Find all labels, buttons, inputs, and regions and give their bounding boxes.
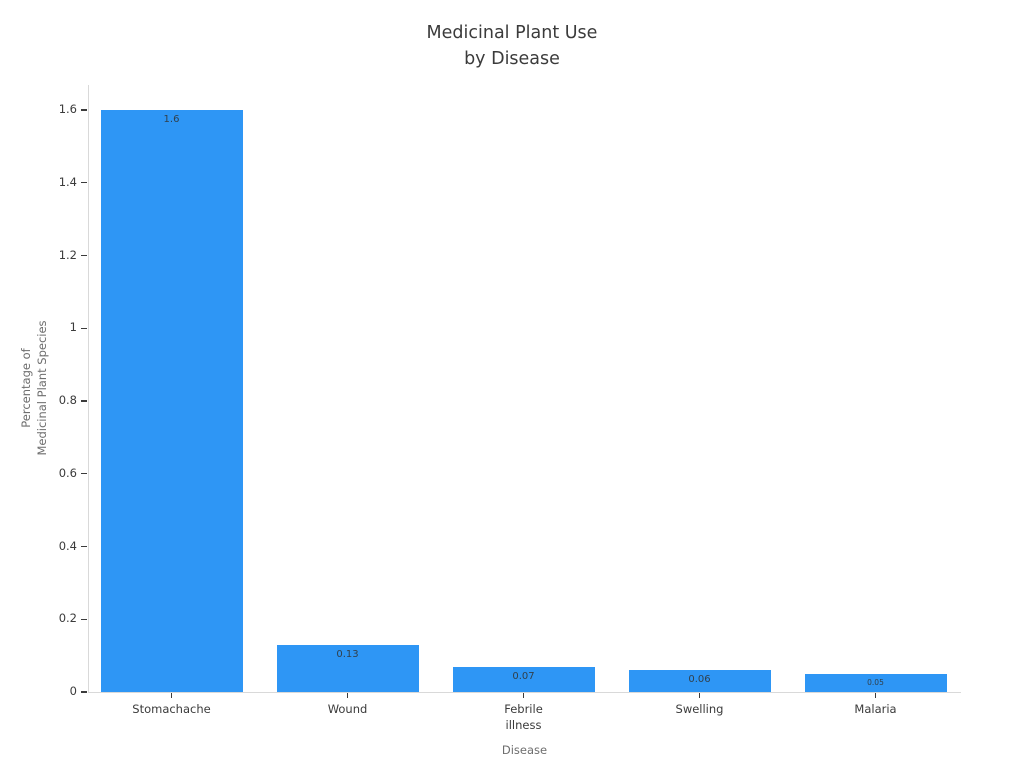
- bar-value-label: 0.13: [336, 648, 359, 660]
- y-tick-label: 1.4: [58, 174, 77, 189]
- bar-value-label: 0.05: [867, 677, 884, 687]
- bar-value-label: 0.06: [688, 674, 711, 686]
- x-axis-title: Disease: [501, 743, 548, 757]
- y-axis-title: Percentage of Medicinal Plant Species: [18, 320, 50, 455]
- bar-stomachache: 1.6: [100, 110, 243, 692]
- x-tick-label: Wound: [327, 702, 368, 716]
- y-tick-label: 1: [69, 320, 77, 335]
- y-tick-mark: [81, 618, 87, 620]
- bar-value-label: 1.6: [163, 114, 180, 125]
- y-tick-label: 0.8: [58, 393, 77, 407]
- x-tick-mark: [170, 693, 173, 698]
- y-tick-label: 1.2: [58, 247, 77, 262]
- y-tick-label: 0.4: [58, 538, 77, 553]
- chart-title: Medicinal Plant Use by Disease: [0, 20, 1024, 72]
- bar-wound: 0.13: [276, 644, 419, 692]
- y-axis-line: [88, 85, 89, 692]
- y-tick-label: 0.6: [58, 465, 77, 480]
- x-tick-label: Swelling: [675, 702, 724, 716]
- y-tick-mark: [81, 182, 87, 184]
- x-tick-mark: [698, 693, 701, 698]
- y-tick-label: 0: [69, 684, 77, 698]
- x-tick-mark: [874, 693, 877, 698]
- bar-febrile-illness: 0.07: [452, 666, 595, 692]
- x-tick-mark: [346, 693, 349, 698]
- x-tick-label: Malaria: [854, 702, 897, 716]
- bar-swelling: 0.06: [628, 670, 771, 692]
- bar-value-label: 0.07: [512, 670, 535, 682]
- plot-area: 0 0.2 0.4 0.6 0.8 1 1.2 1.4 1.6 1.6 Stomachache 0.1…: [59, 85, 961, 732]
- y-tick-label: 0.2: [58, 611, 77, 626]
- y-axis-title-line-2: Medicinal Plant Species: [35, 320, 49, 456]
- y-tick-mark: [81, 327, 87, 329]
- chart-title-line-2: by Disease: [464, 49, 560, 69]
- y-tick-mark: [81, 691, 87, 693]
- y-tick-label: 1.6: [58, 102, 77, 116]
- y-tick-mark: [81, 109, 87, 111]
- y-tick-mark: [81, 545, 87, 548]
- chart-title-line-1: Medicinal Plant Use: [426, 23, 598, 43]
- y-tick-mark: [81, 473, 87, 475]
- y-tick-mark: [81, 254, 87, 257]
- x-tick-mark: [522, 693, 525, 698]
- y-axis-title-line-1: Percentage of: [19, 348, 33, 428]
- x-axis-line: [88, 692, 961, 693]
- x-tick-label: Febrile illness: [504, 702, 543, 732]
- bar-malaria: 0.05: [804, 673, 947, 692]
- y-tick-mark: [81, 400, 87, 402]
- x-tick-label: Stomachache: [132, 702, 211, 716]
